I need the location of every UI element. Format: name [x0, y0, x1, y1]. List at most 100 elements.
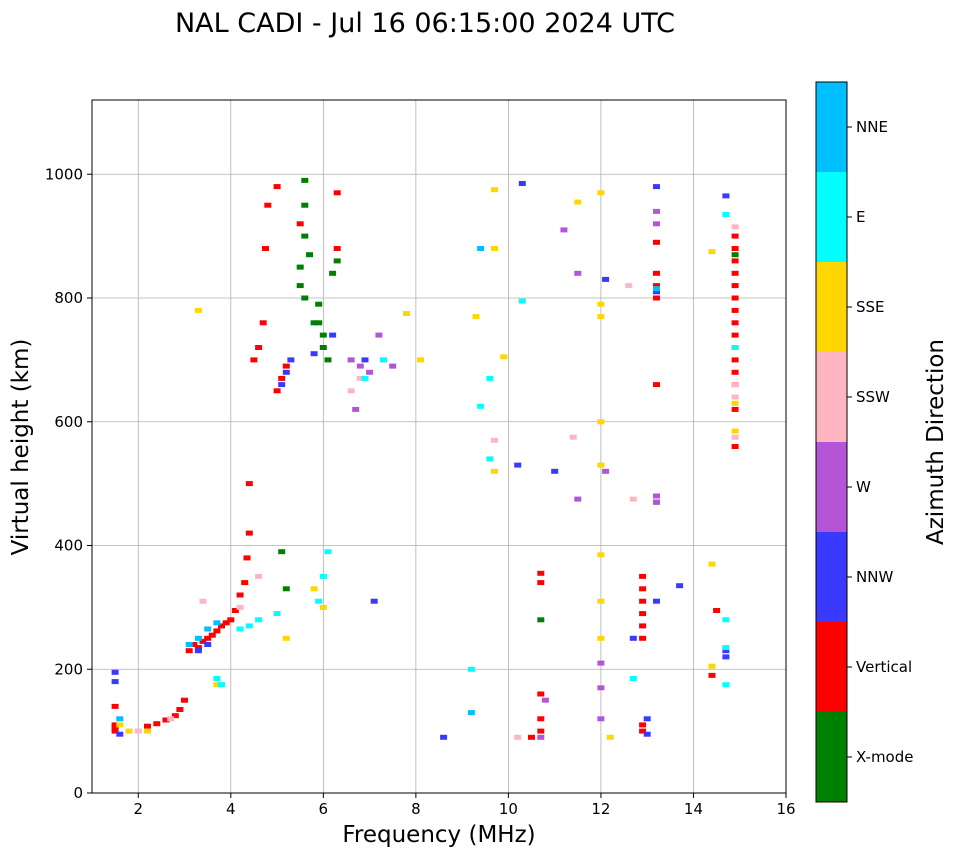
- colorbar-swatch: [816, 712, 847, 802]
- data-point-ssw: [236, 604, 244, 610]
- data-point-e: [236, 626, 244, 632]
- x-tick-label: 16: [776, 800, 795, 818]
- data-point-sse: [491, 187, 498, 193]
- data-point-nnw: [204, 642, 212, 647]
- data-point-nnw: [287, 357, 295, 363]
- data-point-vertical: [199, 638, 207, 644]
- data-point-sse: [144, 728, 151, 734]
- data-point-w: [597, 685, 605, 691]
- data-point-nnw: [361, 357, 369, 363]
- data-point-vertical: [528, 734, 535, 740]
- data-point-vertical: [264, 202, 272, 208]
- data-point-e: [486, 375, 494, 381]
- data-point-x-mode: [301, 295, 309, 301]
- data-point-e: [324, 549, 332, 555]
- data-point-w: [602, 468, 610, 474]
- data-point-ssw: [625, 283, 633, 289]
- colorbar-label-nne: NNE: [856, 118, 888, 136]
- colorbar-label-e: E: [856, 208, 865, 226]
- data-point-sse: [708, 561, 716, 567]
- data-point-e: [477, 403, 485, 409]
- data-point-vertical: [181, 697, 188, 703]
- data-point-ssw: [731, 394, 739, 400]
- data-point-e: [629, 676, 637, 681]
- data-point-nnw: [653, 289, 660, 295]
- data-point-w: [653, 499, 660, 505]
- data-point-vertical: [639, 611, 647, 617]
- data-point-vertical: [259, 320, 267, 326]
- data-point-sse: [417, 357, 424, 363]
- colorbar-swatch: [816, 172, 847, 262]
- data-point-vertical: [731, 283, 739, 289]
- data-point-vertical: [639, 722, 647, 728]
- data-point-w: [653, 208, 660, 214]
- data-point-w: [653, 493, 660, 499]
- data-point-e: [218, 682, 225, 688]
- data-point-e: [722, 212, 730, 217]
- data-point-x-mode: [319, 345, 327, 350]
- data-point-vertical: [639, 598, 647, 604]
- data-point-nnw: [111, 679, 119, 685]
- data-point-nnw: [440, 734, 448, 740]
- data-point-x-mode: [333, 258, 341, 264]
- colorbar-swatch: [816, 532, 847, 622]
- data-point-sse: [597, 598, 605, 604]
- data-point-x-mode: [315, 320, 323, 326]
- data-point-w: [653, 221, 660, 227]
- data-point-vertical: [653, 382, 660, 388]
- data-point-ssw: [491, 437, 498, 443]
- data-point-x-mode: [731, 252, 739, 258]
- data-point-vertical: [218, 623, 225, 629]
- data-point-vertical: [111, 728, 119, 734]
- colorbar-swatch: [816, 442, 847, 532]
- x-tick-label: 12: [591, 800, 610, 818]
- data-point-nnw: [329, 332, 337, 338]
- data-point-x-mode: [319, 332, 327, 338]
- data-point-vertical: [731, 406, 739, 412]
- data-point-sse: [194, 307, 202, 313]
- data-point-ssw: [514, 734, 522, 740]
- data-point-vertical: [236, 592, 244, 598]
- data-point-nne: [204, 626, 212, 632]
- x-tick-label: 14: [684, 800, 703, 818]
- data-point-vertical: [333, 190, 341, 196]
- data-point-vertical: [190, 642, 198, 647]
- data-point-nnw: [551, 468, 559, 474]
- data-point-vertical: [153, 721, 161, 727]
- data-point-e: [722, 682, 730, 688]
- data-points: [111, 177, 739, 740]
- data-point-vertical: [537, 580, 545, 586]
- data-point-vertical: [250, 357, 258, 363]
- data-point-sse: [116, 722, 124, 728]
- data-point-sse: [403, 311, 411, 316]
- data-point-w: [356, 363, 364, 369]
- data-point-vertical: [731, 444, 739, 449]
- data-point-sse: [708, 663, 716, 669]
- data-point-sse: [731, 428, 739, 434]
- data-point-ssw: [356, 375, 364, 381]
- data-point-w: [560, 227, 568, 233]
- colorbar-swatch: [816, 622, 847, 712]
- data-point-nnw: [194, 648, 202, 654]
- colorbar-label-x-mode: X-mode: [856, 748, 913, 766]
- data-point-vertical: [231, 608, 239, 613]
- data-point-sse: [597, 419, 605, 425]
- data-point-nnw: [629, 635, 637, 641]
- data-point-nnw: [111, 669, 119, 675]
- data-point-sse: [472, 314, 480, 320]
- data-point-x-mode: [278, 549, 286, 555]
- data-point-nne: [185, 642, 193, 647]
- data-point-vertical: [204, 635, 212, 641]
- data-point-ssw: [629, 496, 637, 502]
- data-point-w: [375, 332, 383, 338]
- data-point-vertical: [708, 672, 716, 678]
- data-point-w: [347, 357, 355, 363]
- data-point-sse: [574, 199, 582, 205]
- data-point-sse: [597, 301, 605, 307]
- data-point-sse: [282, 635, 290, 641]
- data-point-sse: [597, 552, 605, 558]
- data-point-vertical: [243, 555, 251, 561]
- x-axis-label: Frequency (MHz): [342, 822, 535, 848]
- data-point-vertical: [194, 645, 202, 651]
